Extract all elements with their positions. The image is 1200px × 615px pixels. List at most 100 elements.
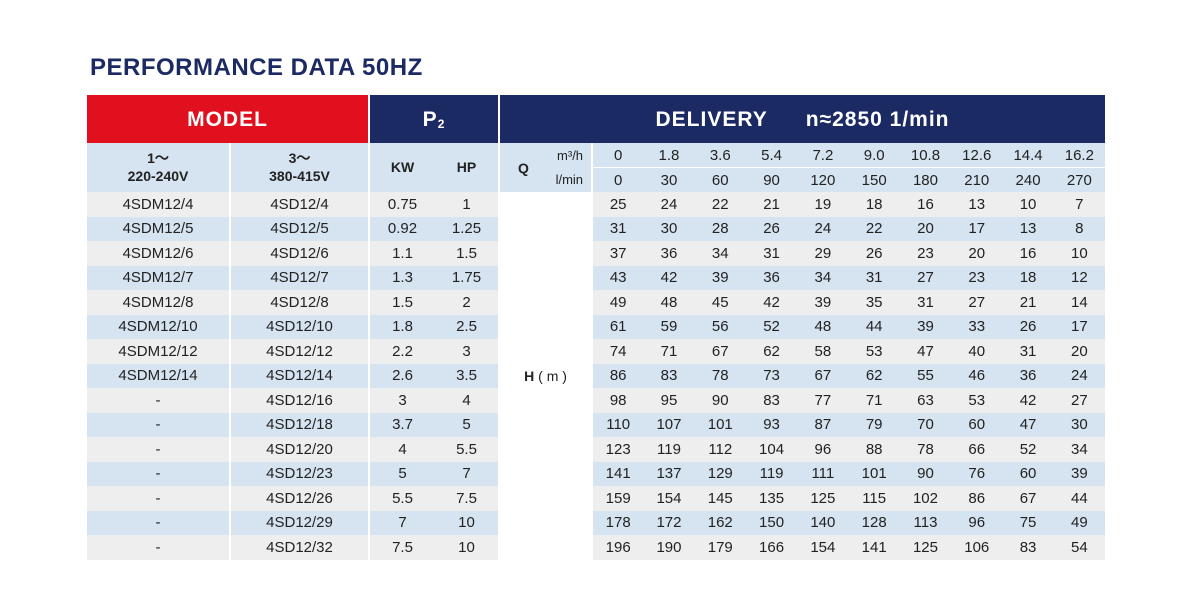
- head-value: 36: [745, 265, 798, 290]
- head-value: 179: [694, 535, 746, 560]
- q-lmin-value: 60: [694, 167, 746, 192]
- head-value: 24: [1053, 363, 1105, 388]
- model-three-phase: 4SD12/18: [228, 412, 370, 437]
- head-value: 26: [745, 216, 798, 241]
- head-value: 76: [951, 461, 1003, 486]
- power-hp: 5.5: [435, 437, 500, 462]
- p2-header: P2: [368, 95, 500, 143]
- table-row: 4SDM12/10 4SD12/10 1.8 2.5 61 59 56 52 48 44 39 33 2…: [87, 314, 1105, 339]
- unit-lmin: l/min: [555, 172, 584, 187]
- table-row: -4SD12/16 3 4 98 95 90 83 77 71 63 53 42 27: [87, 388, 1105, 413]
- head-value: 62: [848, 363, 900, 388]
- head-value: 42: [745, 290, 798, 315]
- power-kw: 0.92: [368, 216, 436, 241]
- p2-label: P: [422, 107, 438, 131]
- q-m3h-value: 0: [591, 143, 644, 168]
- head-value: 178: [591, 510, 644, 535]
- head-value: 96: [797, 437, 849, 462]
- head-value: 70: [899, 412, 952, 437]
- q-label: Q: [518, 159, 529, 176]
- head-value: 48: [797, 314, 849, 339]
- head-value: 14: [1053, 290, 1105, 315]
- head-value: 73: [745, 363, 798, 388]
- head-value: 39: [694, 265, 746, 290]
- head-value: 159: [591, 486, 644, 511]
- head-value: 30: [1053, 412, 1105, 437]
- head-value: 49: [591, 290, 644, 315]
- head-value: 49: [1053, 510, 1105, 535]
- p2-subscript: 2: [437, 116, 446, 131]
- power-kw: 3.7: [368, 412, 436, 437]
- three-phase-line2: 380-415V: [269, 167, 330, 184]
- head-value: 74: [591, 339, 644, 364]
- q-m3h-value: 7.2: [797, 143, 849, 168]
- head-value: 166: [745, 535, 798, 560]
- q-header: Q m³/h l/min: [498, 143, 593, 192]
- table-row: -4SD12/20 4 5.5 123 119 112 104 96 88 78 66 52 34: [87, 437, 1105, 462]
- power-hp: 2: [435, 290, 500, 315]
- model-three-phase: 4SD12/12: [228, 339, 370, 364]
- head-unit: ( m ): [538, 367, 567, 384]
- model-single-phase: 4SDM12/6: [87, 241, 230, 266]
- head-value: 101: [848, 461, 900, 486]
- head-value: 52: [1002, 437, 1054, 462]
- head-value: 34: [797, 265, 849, 290]
- head-value: 46: [951, 363, 1003, 388]
- power-hp: 2.5: [435, 314, 500, 339]
- power-hp: 10: [435, 510, 500, 535]
- model-single-phase: 4SDM12/7: [87, 265, 230, 290]
- head-value: 16: [1002, 241, 1054, 266]
- head-value: 123: [591, 437, 644, 462]
- power-hp: 7.5: [435, 486, 500, 511]
- head-value: 67: [797, 363, 849, 388]
- head-value: 17: [951, 216, 1003, 241]
- head-value: 62: [745, 339, 798, 364]
- head-value: 20: [1053, 339, 1105, 364]
- head-value: 119: [643, 437, 695, 462]
- head-value: 86: [951, 486, 1003, 511]
- head-value: 137: [643, 461, 695, 486]
- head-value: 75: [1002, 510, 1054, 535]
- head-value: 141: [848, 535, 900, 560]
- head-value: 13: [951, 192, 1003, 217]
- table-row: -4SD12/26 5.5 7.5 159 154 145 135 125 115 102 86 67…: [87, 486, 1105, 511]
- head-value: 44: [848, 314, 900, 339]
- table-row: -4SD12/29 7 10 178 172 162 150 140 128 113 96 75 49: [87, 510, 1105, 535]
- head-value: 125: [899, 535, 952, 560]
- head-value: 79: [848, 412, 900, 437]
- head-value: 12: [1053, 265, 1105, 290]
- power-hp: 10: [435, 535, 500, 560]
- head-value: 110: [591, 412, 644, 437]
- head-value: 39: [899, 314, 952, 339]
- head-value: 104: [745, 437, 798, 462]
- head-value: 71: [848, 388, 900, 413]
- head-value: 31: [848, 265, 900, 290]
- model-three-phase: 4SD12/5: [228, 216, 370, 241]
- head-value: 31: [1002, 339, 1054, 364]
- q-lmin-value: 150: [848, 167, 900, 192]
- head-value: 17: [1053, 314, 1105, 339]
- power-kw: 4: [368, 437, 436, 462]
- q-lmin-value: 210: [951, 167, 1003, 192]
- power-hp: 1.25: [435, 216, 500, 241]
- head-value: 27: [899, 265, 952, 290]
- power-kw: 0.75: [368, 192, 436, 217]
- head-value: 53: [848, 339, 900, 364]
- power-kw: 7: [368, 510, 436, 535]
- head-value: 172: [643, 510, 695, 535]
- head-value: 150: [745, 510, 798, 535]
- head-value: 119: [745, 461, 798, 486]
- head-value: 44: [1053, 486, 1105, 511]
- head-value: 29: [797, 241, 849, 266]
- head-value: 102: [899, 486, 952, 511]
- head-value: 45: [694, 290, 746, 315]
- power-kw: 1.8: [368, 314, 436, 339]
- head-label: H ( m ): [498, 192, 593, 560]
- head-value: 95: [643, 388, 695, 413]
- three-phase-header: 3～ 380-415V: [228, 143, 370, 192]
- head-value: 54: [1053, 535, 1105, 560]
- head-value: 47: [1002, 412, 1054, 437]
- power-hp: 1.75: [435, 265, 500, 290]
- head-value: 7: [1053, 192, 1105, 217]
- head-value: 42: [1002, 388, 1054, 413]
